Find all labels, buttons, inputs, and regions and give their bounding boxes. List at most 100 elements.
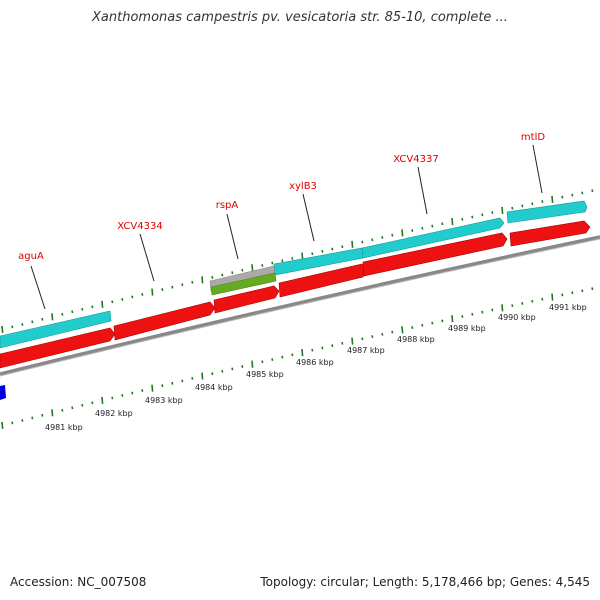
tick-mark — [1, 325, 4, 334]
tick-mark — [211, 276, 214, 279]
tick-mark — [211, 372, 214, 376]
callout-line-xylB3 — [302, 193, 315, 242]
feature-block-rspA[interactable] — [210, 272, 277, 296]
tick-mark — [381, 236, 384, 239]
tick-mark — [271, 358, 274, 361]
tick-mark — [311, 348, 314, 352]
kbp-label: 4983 kbp — [145, 396, 183, 405]
tick-mark — [91, 305, 94, 309]
gene-label-aguA[interactable]: aguA — [18, 251, 44, 262]
tick-mark — [71, 406, 74, 410]
kbp-label: 4987 kbp — [347, 346, 385, 355]
cds-block-XCV4334[interactable] — [113, 301, 216, 341]
tick-mark — [261, 264, 264, 267]
tick-mark — [271, 261, 274, 265]
cds-block-rspA[interactable] — [213, 285, 280, 314]
tick-mark — [291, 256, 294, 260]
tick-mark — [131, 391, 134, 395]
tick-mark — [61, 312, 64, 316]
tick-mark — [411, 229, 414, 233]
gene-block-XCV4337[interactable] — [361, 217, 505, 259]
tick-mark — [561, 293, 564, 297]
tick-mark — [431, 321, 434, 325]
tick-mark — [581, 289, 584, 293]
tick-mark — [21, 418, 24, 422]
tick-mark — [191, 377, 194, 380]
tick-mark — [221, 369, 224, 373]
tick-mark — [21, 322, 24, 326]
tick-mark — [151, 288, 154, 296]
tick-mark — [201, 276, 204, 284]
callout-line-aguA — [30, 265, 46, 310]
tick-mark — [291, 353, 294, 357]
tick-mark — [351, 337, 354, 345]
tick-mark — [51, 313, 54, 321]
tick-mark — [551, 195, 554, 203]
tick-mark — [421, 323, 424, 327]
tick-mark — [571, 291, 574, 295]
gene-block-aguA[interactable] — [0, 310, 112, 349]
tick-mark — [331, 344, 334, 348]
genome-backbone — [0, 235, 600, 376]
tick-mark — [231, 367, 234, 371]
tick-mark — [531, 299, 534, 303]
tick-mark — [391, 233, 394, 237]
tick-mark — [451, 217, 454, 226]
tick-mark — [11, 325, 14, 329]
tick-mark — [591, 189, 594, 193]
tick-mark — [401, 326, 404, 334]
kbp-label: 4988 kbp — [397, 335, 435, 344]
tick-mark — [251, 264, 254, 272]
tick-mark — [71, 310, 74, 314]
tick-mark — [571, 193, 574, 197]
tick-mark — [511, 304, 514, 308]
tick-mark — [171, 381, 174, 385]
inner-tick-track — [1, 287, 594, 430]
tick-mark — [301, 252, 304, 260]
tick-mark — [201, 372, 204, 380]
tick-mark — [371, 238, 374, 242]
tick-mark — [391, 330, 394, 334]
gene-label-mtlD[interactable]: mtlD — [521, 132, 545, 143]
topology-text: Topology: circular; Length: 5,178,466 bp… — [260, 575, 590, 589]
tick-mark — [51, 409, 54, 417]
gene-label-XCV4334[interactable]: XCV4334 — [117, 221, 162, 232]
tick-mark — [241, 268, 244, 272]
tick-mark — [321, 346, 324, 350]
cds-block-mtlD[interactable] — [509, 220, 591, 247]
tick-mark — [441, 319, 444, 323]
callout-line-rspA — [226, 213, 239, 260]
map-title: Xanthomonas campestris pv. vesicatoria s… — [92, 10, 508, 25]
tick-mark — [31, 416, 34, 420]
tick-mark — [371, 335, 374, 338]
tick-mark — [341, 245, 344, 249]
tick-mark — [231, 271, 234, 275]
tick-mark — [511, 206, 514, 210]
tick-mark — [451, 315, 454, 323]
tick-mark — [141, 389, 144, 393]
tick-mark — [281, 355, 284, 359]
kbp-label: 4981 kbp — [45, 423, 83, 432]
tick-mark — [431, 224, 434, 228]
tick-mark — [521, 302, 524, 305]
tick-mark — [61, 408, 64, 412]
tick-mark — [471, 215, 474, 219]
gene-block-mtlD[interactable] — [506, 200, 588, 224]
tick-mark — [101, 396, 104, 404]
gene-label-XCV4337[interactable]: XCV4337 — [393, 154, 438, 165]
tick-mark — [141, 293, 144, 296]
tick-mark — [331, 247, 334, 251]
tick-mark — [281, 259, 284, 263]
tick-mark — [471, 312, 474, 316]
cds-block-XCV4337[interactable] — [362, 232, 508, 277]
gene-label-xylB3[interactable]: xylB3 — [289, 181, 317, 192]
cds-block-aguA[interactable] — [0, 327, 116, 369]
tick-mark — [1, 421, 4, 430]
tick-mark — [81, 403, 84, 407]
tick-mark — [501, 206, 504, 214]
tick-mark — [321, 249, 324, 253]
tick-mark — [161, 384, 164, 388]
gene-label-rspA[interactable]: rspA — [216, 200, 239, 211]
